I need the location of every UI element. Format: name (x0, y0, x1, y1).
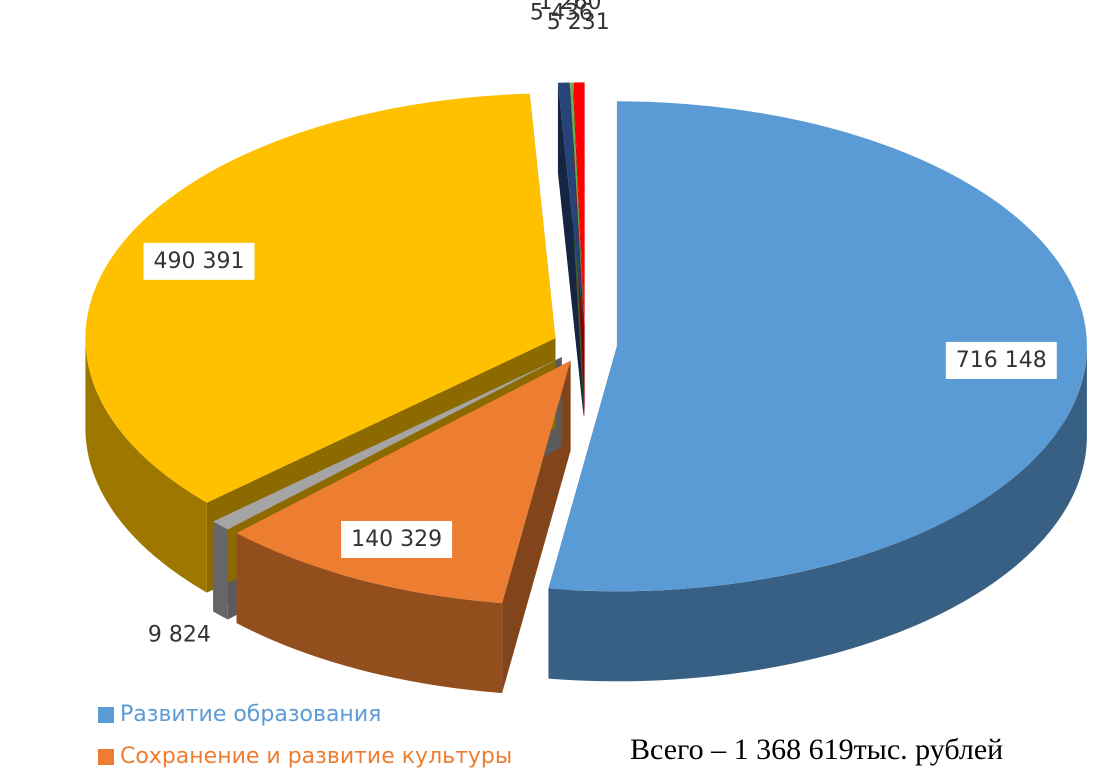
slice-wall (557, 82, 584, 418)
slice (548, 101, 1087, 592)
legend-swatch (98, 707, 114, 723)
legend-swatch (98, 749, 114, 765)
slice-tops (85, 82, 1087, 604)
value-label: 1 260 (538, 0, 601, 15)
value-label: 9 824 (148, 623, 211, 648)
slice (573, 82, 585, 328)
total-annotation: Всего – 1 368 619тыс. рублей (630, 733, 1003, 766)
value-label-box (143, 242, 255, 280)
slice-side (85, 338, 207, 593)
slice (557, 82, 584, 328)
value-label: 140 329 (351, 527, 442, 552)
slice-side (213, 521, 228, 620)
slice (236, 360, 571, 604)
value-label: 5 436 (530, 0, 593, 25)
slice (570, 82, 585, 328)
value-label-box (341, 520, 453, 558)
value-label: 5 231 (547, 10, 610, 35)
value-label-box (945, 341, 1057, 379)
slice-sides (85, 338, 1087, 694)
slice-side (236, 533, 503, 694)
value-label: 490 391 (154, 249, 245, 274)
legend-label: Развитие образования (120, 702, 381, 727)
slice-side (548, 346, 1087, 682)
slice (213, 357, 562, 530)
legend-label: Сохранение и развитие культуры (120, 744, 512, 769)
value-label: 716 148 (956, 348, 1047, 373)
slice (85, 93, 556, 503)
